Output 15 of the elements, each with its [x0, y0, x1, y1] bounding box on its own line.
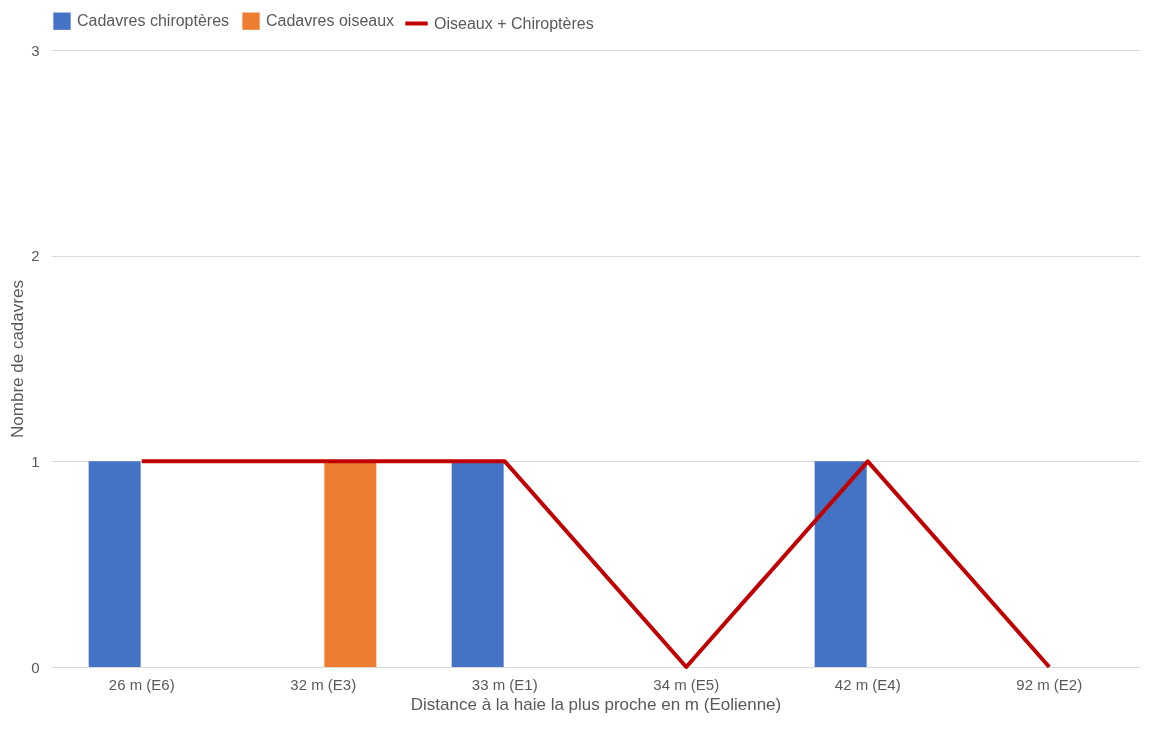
x-tick-label: 92 m (E2) — [1016, 675, 1083, 693]
y-tick-label: 0 — [31, 658, 40, 676]
y-tick-label: 1 — [31, 452, 40, 470]
x-axis-title: Distance à la haie la plus proche en m (Eolienne) — [410, 694, 782, 714]
x-tick-label: 34 m (E5) — [653, 675, 720, 693]
legend-label: Cadavres chiroptères — [77, 12, 230, 30]
x-tick-label: 26 m (E6) — [108, 675, 175, 693]
legend-label: Oiseaux + Chiroptères — [434, 14, 594, 32]
x-tick-label: 33 m (E1) — [471, 675, 538, 693]
y-axis-title: Nombre de cadavres — [8, 280, 28, 438]
x-tick-label: 42 m (E4) — [834, 675, 901, 693]
x-tick-label: 32 m (E3) — [290, 675, 357, 693]
y-tick-label: 3 — [31, 41, 40, 59]
legend-label: Cadavres oiseaux — [266, 12, 395, 30]
y-tick-label: 2 — [31, 247, 40, 265]
